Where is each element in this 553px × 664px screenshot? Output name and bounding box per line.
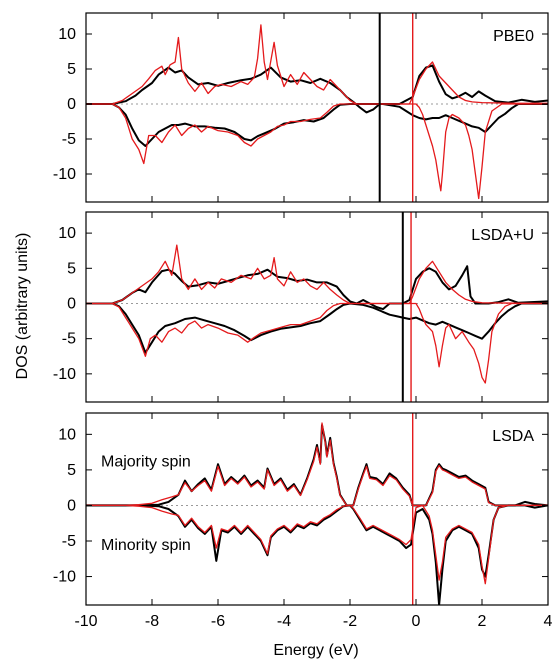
black-minority-series-line [86, 302, 548, 354]
panel-lsda-u: 10 5 0 -5 -10 LSDA+U [53, 211, 549, 403]
panels-group: 10 5 0 -5 -10 PBE0 10 5 0 -5 -10 LSDA+U 10 5 0 -5 -10 -10… [53, 12, 553, 630]
panel-label: LSDA [492, 428, 534, 445]
black-majority-series-line [86, 265, 548, 311]
y-tick-label: -5 [62, 331, 76, 348]
y-tick-label: 5 [67, 260, 76, 277]
panel-label: LSDA+U [471, 227, 534, 244]
y-axis-label: DOS (arbitrary units) [14, 233, 31, 380]
red-minority-series-line [86, 103, 548, 200]
y-tick-label: 10 [58, 426, 76, 443]
red-majority-series-line [86, 244, 548, 305]
panel-frame [85, 211, 549, 403]
panel-pbe0: 10 5 0 -5 -10 PBE0 [53, 12, 549, 203]
x-tick-label: 0 [412, 613, 421, 630]
red-majority-series-line [86, 24, 548, 105]
y-tick-label: -5 [62, 533, 76, 550]
y-tick-label: 10 [58, 26, 76, 43]
red-majority-series-line [86, 422, 548, 507]
black-majority-series-line [86, 64, 548, 114]
minority-spin-annotation: Minority spin [101, 537, 191, 554]
x-tick-label: 4 [544, 613, 553, 630]
y-tick-label: 0 [67, 497, 76, 514]
y-tick-label: 0 [67, 96, 76, 113]
black-minority-series-line [86, 103, 548, 147]
x-tick-label: 2 [478, 613, 487, 630]
curves-group [86, 24, 548, 200]
black-minority-series-line [86, 504, 548, 605]
panel-lsda: 10 5 0 -5 -10 -10 -8 -6 -4 -2 0 2 4 LSDA Majority spin… [53, 412, 553, 630]
x-axis-label: Energy (eV) [273, 642, 358, 659]
x-tick-label: -6 [211, 613, 225, 630]
red-minority-series-line [86, 504, 548, 585]
y-tick-label: 10 [58, 225, 76, 242]
y-tick-label: -10 [53, 366, 76, 383]
y-tick-label: 0 [67, 295, 76, 312]
x-tick-label: -4 [277, 613, 291, 630]
curves-group [86, 422, 548, 605]
y-tick-label: -10 [53, 569, 76, 586]
red-minority-series-line [86, 302, 548, 384]
x-tick-label: -8 [145, 613, 159, 630]
y-tick-label: 5 [67, 61, 76, 78]
panel-frame [85, 412, 549, 606]
y-tick-label: -10 [53, 166, 76, 183]
panel-frame [85, 12, 549, 203]
y-tick-label: 5 [67, 462, 76, 479]
majority-spin-annotation: Majority spin [101, 453, 191, 470]
y-tick-label: -5 [62, 131, 76, 148]
panel-label: PBE0 [493, 28, 534, 45]
x-tick-label: -2 [343, 613, 357, 630]
curves-group [86, 244, 548, 384]
x-tick-label: -10 [74, 613, 97, 630]
